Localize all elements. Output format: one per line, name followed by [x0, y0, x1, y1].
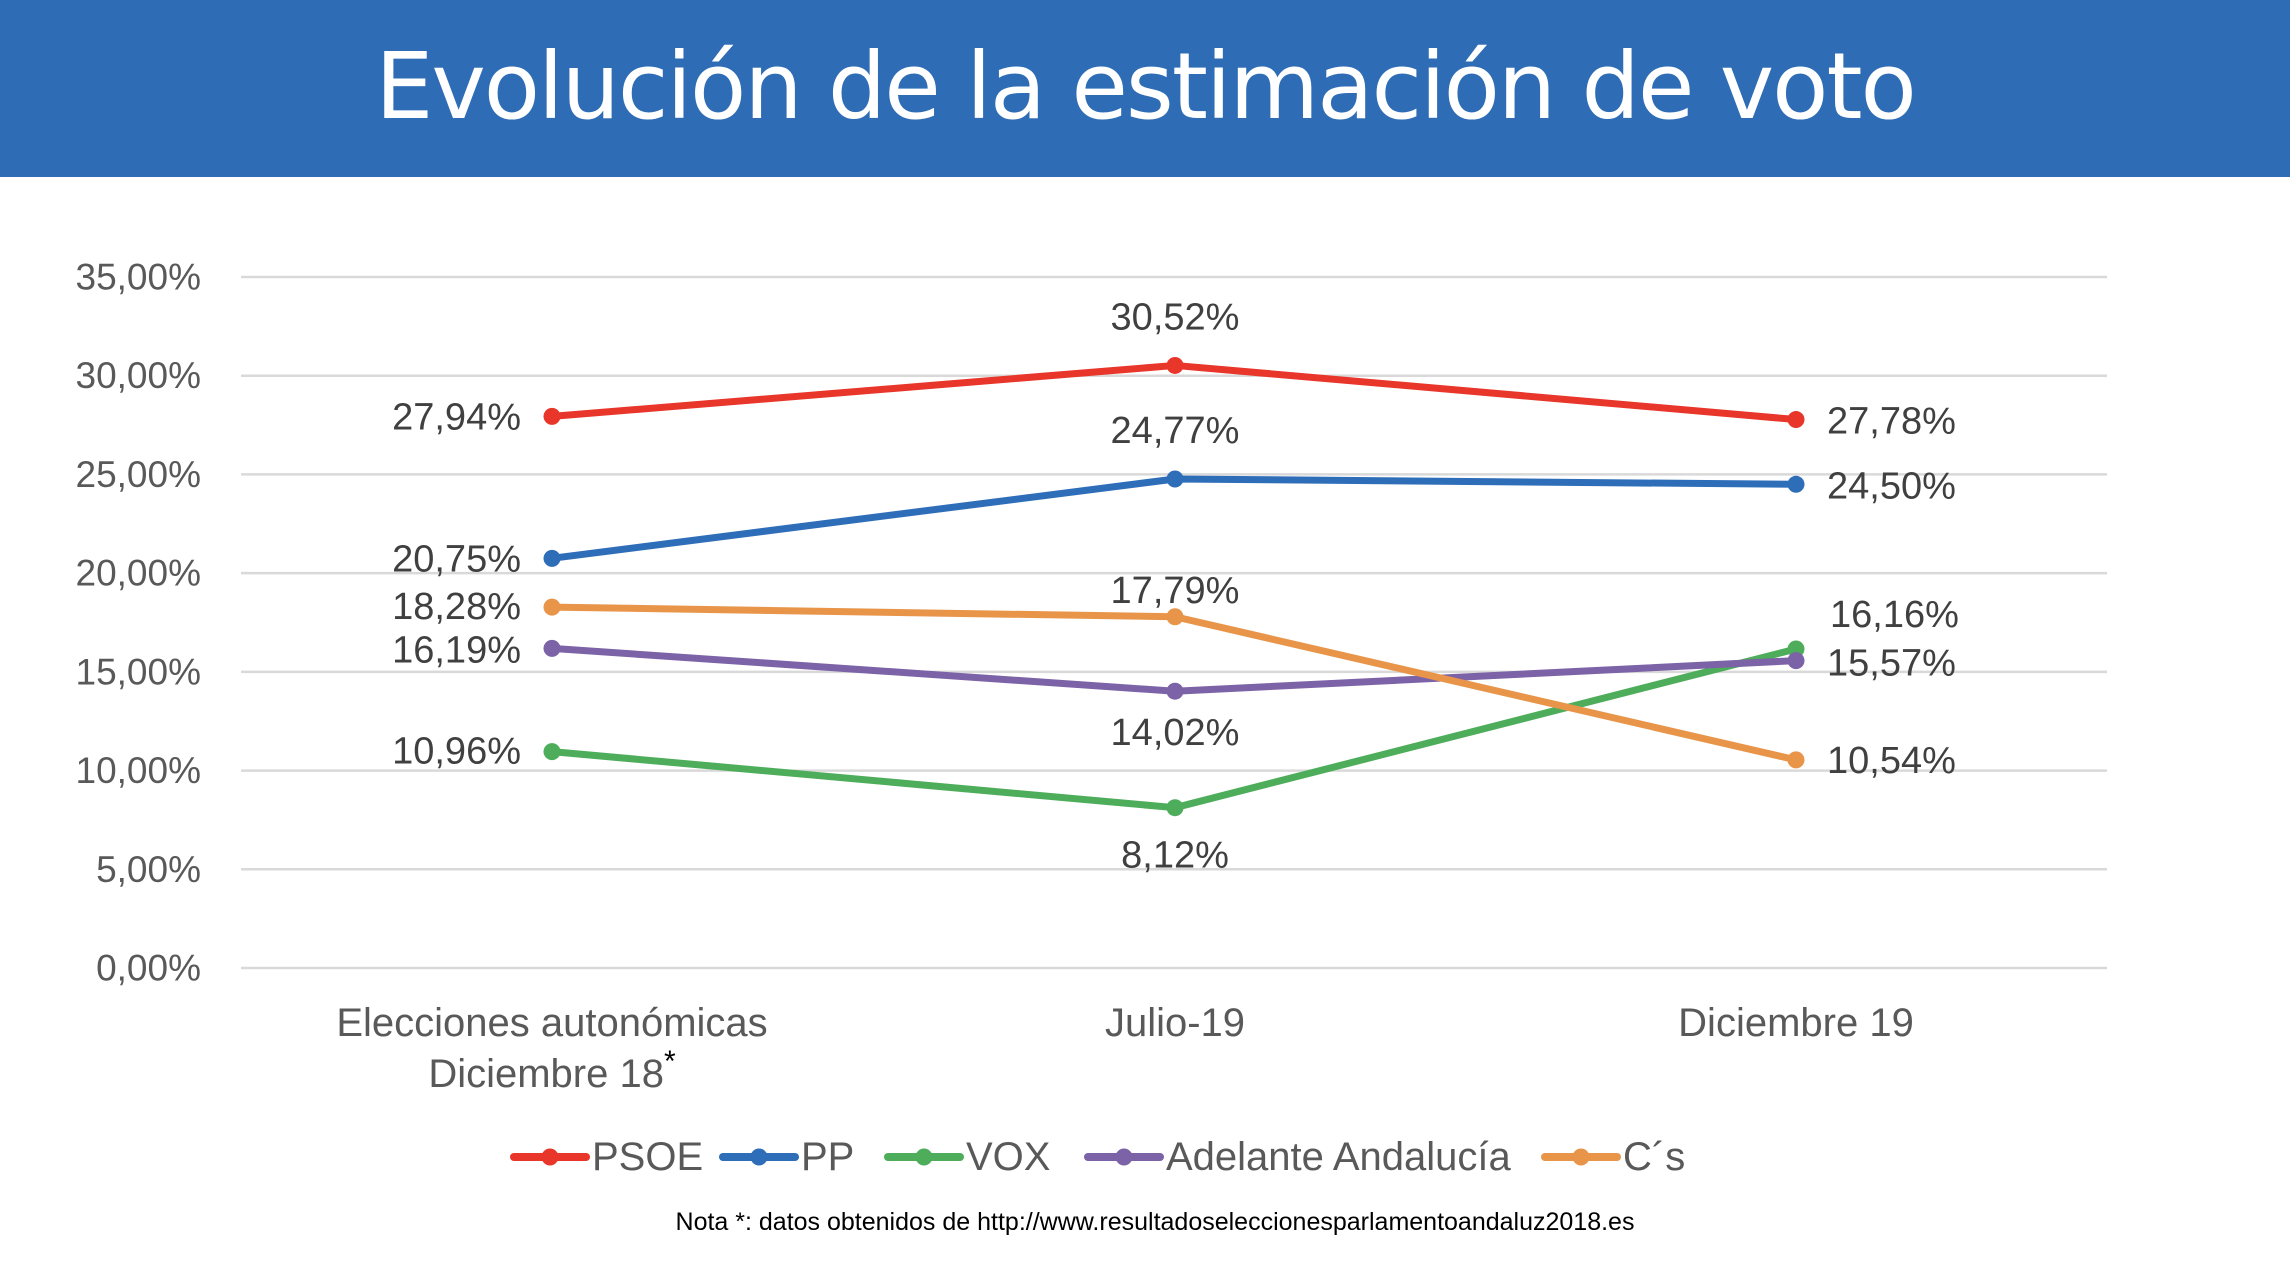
data-point-adelante-andaluc-a	[543, 639, 561, 657]
legend-marker-pp	[750, 1148, 768, 1166]
x-tick-label-line2: Diciembre 18*	[428, 1045, 676, 1096]
legend-label-c-s: C´s	[1623, 1135, 1685, 1179]
legend-label-pp: PP	[801, 1135, 854, 1179]
x-tick-label: Elecciones autonómicas	[336, 1001, 767, 1045]
legend-marker-c-s	[1572, 1148, 1590, 1166]
data-label-vox: 8,12%	[1121, 835, 1229, 877]
data-point-pp	[1787, 475, 1805, 493]
data-point-adelante-andaluc-a	[1787, 652, 1805, 670]
data-label-psoe: 27,78%	[1827, 401, 1956, 443]
data-point-psoe	[1166, 356, 1184, 374]
legend-label-vox: VOX	[966, 1135, 1050, 1179]
y-tick-label: 30,00%	[76, 355, 202, 396]
y-tick-label: 35,00%	[76, 257, 202, 298]
legend-marker-vox	[915, 1148, 933, 1166]
y-tick-label: 20,00%	[76, 553, 202, 594]
data-label-adelante-andaluc-a: 14,02%	[1111, 712, 1240, 754]
title-banner: Evolución de la estimación de voto	[0, 0, 2290, 177]
y-tick-label: 10,00%	[76, 750, 202, 791]
data-label-vox: 16,16%	[1830, 594, 1959, 636]
data-label-pp: 24,50%	[1827, 465, 1956, 507]
data-label-c-s: 18,28%	[392, 586, 521, 628]
data-point-vox	[1787, 640, 1805, 658]
y-tick-label: 0,00%	[96, 948, 201, 989]
series-line-pp	[548, 475, 1800, 562]
data-point-c-s	[543, 598, 561, 616]
legend-label-adelante-andaluc-a: Adelante Andalucía	[1166, 1135, 1511, 1179]
data-label-vox: 10,96%	[392, 731, 521, 773]
data-label-pp: 24,77%	[1111, 410, 1240, 452]
data-point-psoe	[543, 407, 561, 425]
data-label-pp: 20,75%	[392, 538, 521, 580]
data-point-pp	[543, 549, 561, 567]
data-point-vox	[1166, 799, 1184, 817]
y-tick-label: 15,00%	[76, 651, 202, 692]
legend-marker-adelante-andaluc-a	[1115, 1148, 1133, 1166]
legend-label-psoe: PSOE	[592, 1135, 703, 1179]
legend-marker-psoe	[541, 1148, 559, 1166]
data-label-c-s: 17,79%	[1111, 570, 1240, 612]
page-title: Evolución de la estimación de voto	[375, 33, 1917, 140]
y-tick-label: 5,00%	[96, 849, 201, 890]
data-point-pp	[1166, 470, 1184, 488]
data-point-vox	[543, 743, 561, 761]
x-tick-label: Diciembre 19	[1678, 1001, 1914, 1045]
footnote-marker: *	[664, 1045, 676, 1078]
data-point-c-s	[1166, 608, 1184, 626]
data-point-adelante-andaluc-a	[1166, 682, 1184, 700]
data-label-psoe: 30,52%	[1111, 296, 1240, 338]
data-label-psoe: 27,94%	[392, 396, 521, 438]
data-label-c-s: 10,54%	[1827, 740, 1956, 782]
data-label-adelante-andaluc-a: 15,57%	[1827, 643, 1956, 685]
y-tick-label: 25,00%	[76, 454, 202, 495]
x-tick-label-text: Diciembre 18	[428, 1052, 664, 1096]
data-label-adelante-andaluc-a: 16,19%	[392, 629, 521, 671]
source-note: Nota *: datos obtenidos de http://www.re…	[675, 1208, 1635, 1236]
data-point-psoe	[1787, 411, 1805, 429]
data-point-c-s	[1787, 751, 1805, 769]
x-tick-label: Julio-19	[1105, 1001, 1245, 1045]
